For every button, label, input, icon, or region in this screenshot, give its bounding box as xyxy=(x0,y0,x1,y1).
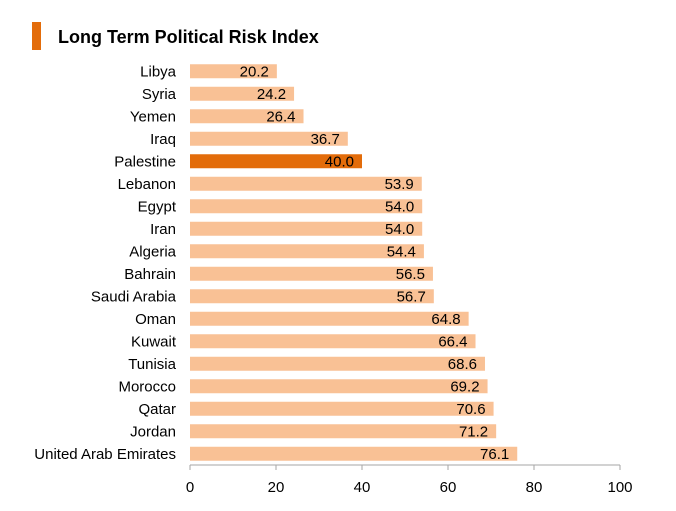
bar-united-arab-emirates xyxy=(190,446,518,461)
value-label: 36.7 xyxy=(311,131,340,148)
bar-qatar xyxy=(190,401,494,416)
category-label: Oman xyxy=(135,311,176,328)
value-label: 66.4 xyxy=(438,333,467,350)
category-label: Saudi Arabia xyxy=(91,288,177,305)
bar-egypt xyxy=(190,199,423,214)
value-label: 64.8 xyxy=(431,311,460,328)
value-label: 20.2 xyxy=(240,63,269,80)
value-label: 68.6 xyxy=(448,356,477,373)
x-tick-label: 60 xyxy=(440,479,457,496)
bar-lebanon xyxy=(190,176,422,191)
value-label: 40.0 xyxy=(325,153,354,170)
category-label: Qatar xyxy=(138,401,176,418)
bar-iraq xyxy=(190,131,348,146)
value-label: 54.0 xyxy=(385,221,414,238)
bar-saudi-arabia xyxy=(190,289,434,304)
value-label: 69.2 xyxy=(450,378,479,395)
category-label: Palestine xyxy=(114,153,176,170)
bar-syria xyxy=(190,86,295,101)
category-label: Libya xyxy=(140,63,177,80)
category-labels-group: Libya Syria Yemen Iraq Palestine Lebanon Egypt… xyxy=(34,63,177,463)
value-label: 56.7 xyxy=(397,288,426,305)
title-accent-bar xyxy=(32,22,41,50)
chart-title: Long Term Political Risk Index xyxy=(58,27,319,47)
x-axis-ticks-group: 0 20 40 60 80 100 xyxy=(186,465,633,496)
bar-yemen xyxy=(190,109,304,124)
category-label: Yemen xyxy=(130,108,176,125)
category-label: Egypt xyxy=(138,198,177,215)
bar-tunisia xyxy=(190,356,485,371)
x-tick-label: 100 xyxy=(607,479,632,496)
bar-morocco xyxy=(190,379,488,394)
value-label: 56.5 xyxy=(396,266,425,283)
category-label: Bahrain xyxy=(124,266,176,283)
value-label: 24.2 xyxy=(257,86,286,103)
category-label: Lebanon xyxy=(118,176,176,193)
category-label: Iraq xyxy=(150,131,176,148)
value-label: 71.2 xyxy=(459,423,488,440)
x-tick-label: 40 xyxy=(354,479,371,496)
x-tick-label: 0 xyxy=(186,479,194,496)
category-label: Tunisia xyxy=(128,356,176,373)
category-label: Kuwait xyxy=(131,333,177,350)
value-label: 70.6 xyxy=(456,401,485,418)
x-tick-label: 80 xyxy=(526,479,543,496)
value-labels-group: 20.2 24.2 26.4 36.7 40.0 53.9 54.0 54.0 54.4 56.5… xyxy=(240,63,510,463)
category-label: Jordan xyxy=(130,423,176,440)
category-label: Algeria xyxy=(129,243,176,260)
bar-bahrain xyxy=(190,266,433,281)
value-label: 53.9 xyxy=(385,176,414,193)
value-label: 54.0 xyxy=(385,198,414,215)
bar-jordan xyxy=(190,424,497,439)
value-label: 76.1 xyxy=(480,446,509,463)
category-label: United Arab Emirates xyxy=(34,446,176,463)
bar-iran xyxy=(190,221,423,236)
category-label: Morocco xyxy=(118,378,176,395)
bar-libya xyxy=(190,64,277,79)
bars-group xyxy=(190,64,518,461)
bar-oman xyxy=(190,311,469,326)
value-label: 26.4 xyxy=(266,108,295,125)
bar-algeria xyxy=(190,244,424,259)
category-label: Iran xyxy=(150,221,176,238)
value-label: 54.4 xyxy=(387,243,416,260)
bar-palestine xyxy=(190,154,362,169)
x-tick-label: 20 xyxy=(268,479,285,496)
bar-kuwait xyxy=(190,334,476,349)
category-label: Syria xyxy=(142,86,177,103)
